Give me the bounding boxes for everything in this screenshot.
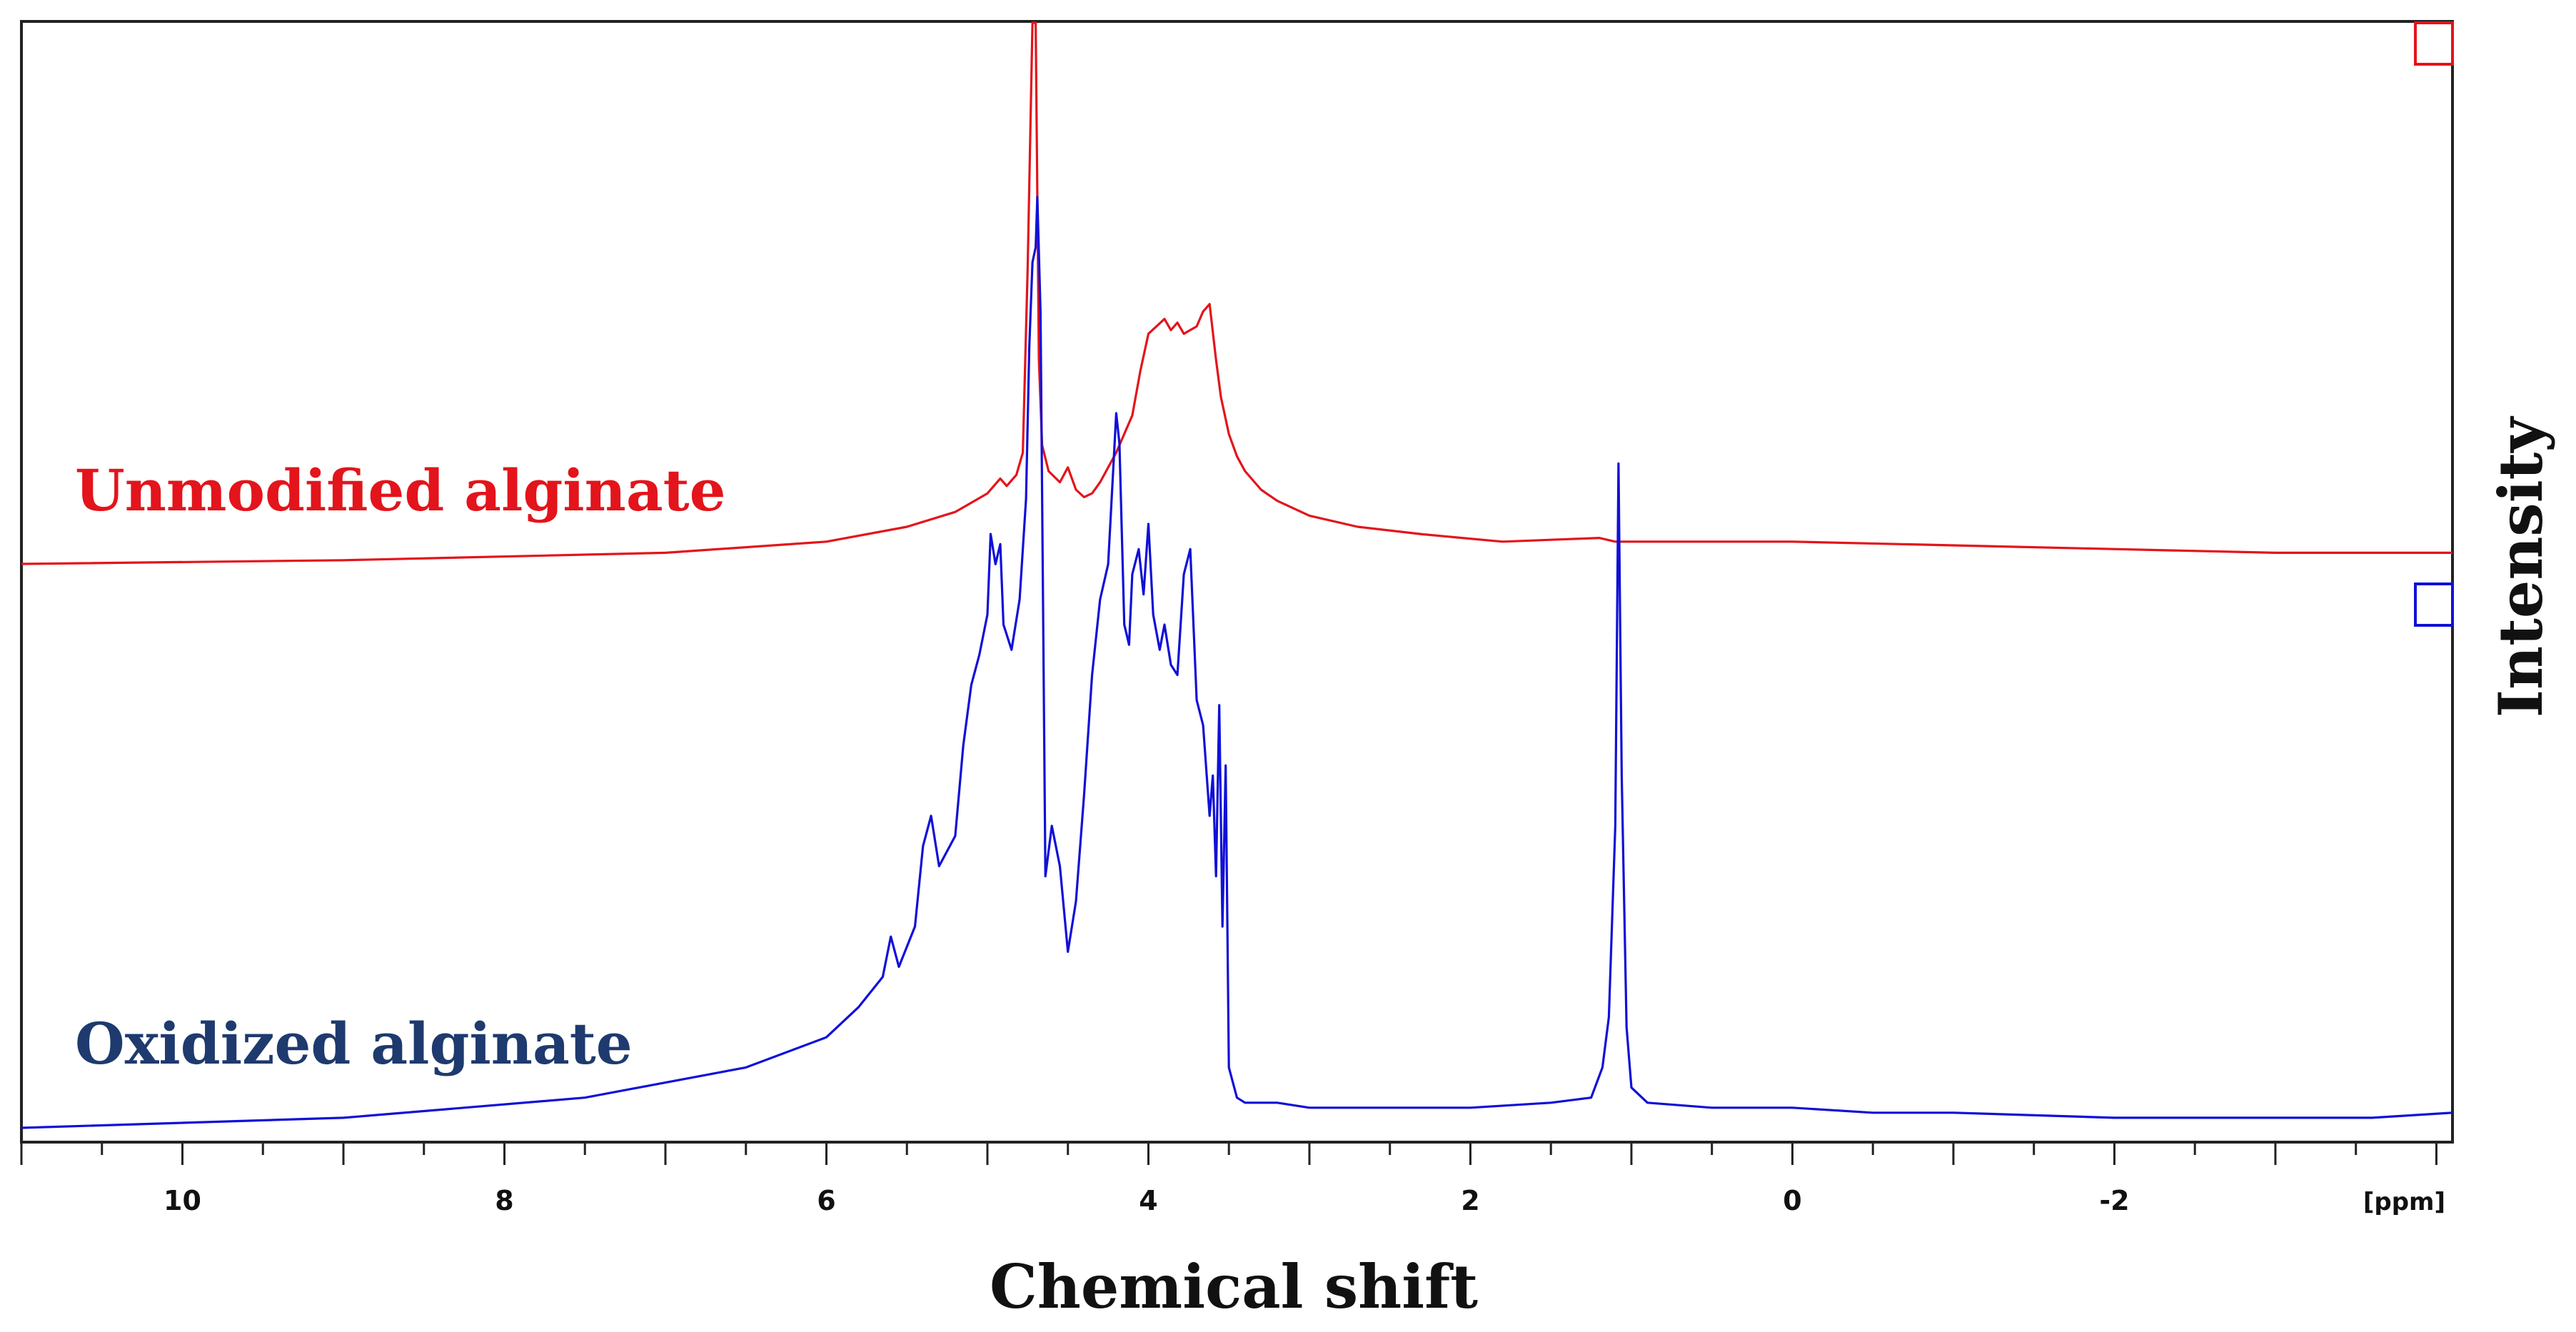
- x-axis-ticks: 10 8 6 4 2 0 -2: [20, 1142, 2437, 1216]
- marker-oxidized: [2414, 582, 2454, 627]
- series-label-oxidized: Oxidized alginate: [75, 1010, 633, 1077]
- y-axis-title: Intensity: [2485, 416, 2556, 718]
- x-axis-title: Chemical shift: [990, 1251, 1478, 1322]
- trace-unmodified-alginate: [21, 21, 2452, 565]
- trace-markers: [2414, 21, 2454, 627]
- x-tick-label: 2: [1461, 1185, 1479, 1216]
- x-unit-label: [ppm]: [2363, 1188, 2445, 1216]
- trace-oxidized-alginate: [21, 196, 2453, 1129]
- x-tick-label: 10: [163, 1185, 201, 1216]
- x-tick-label: 6: [817, 1185, 835, 1216]
- x-tick-label: -2: [2099, 1185, 2129, 1216]
- series-label-unmodified: Unmodified alginate: [75, 457, 726, 524]
- x-tick-label: 4: [1139, 1185, 1157, 1216]
- x-tick-label: 0: [1783, 1185, 1801, 1216]
- spectrum-traces: [21, 21, 2453, 1129]
- x-tick-label: 8: [495, 1185, 513, 1216]
- marker-unmodified: [2414, 21, 2454, 66]
- plot-frame: [20, 20, 2454, 1144]
